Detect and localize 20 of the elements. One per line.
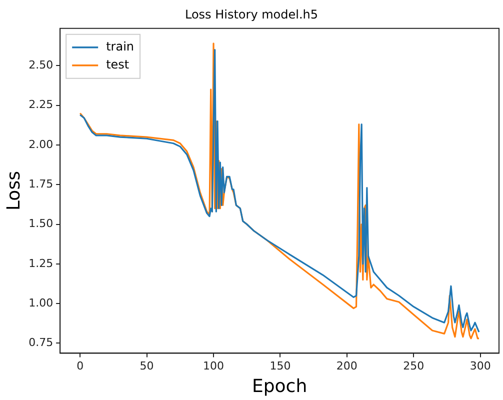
y-tick-label: 2.50 <box>28 58 54 72</box>
y-tick-label: 1.75 <box>28 177 54 190</box>
x-tick-label: 0 <box>76 360 84 373</box>
y-tick-label: 2.25 <box>28 98 54 112</box>
y-tick-label: 2.00 <box>28 138 54 151</box>
y-tick-label: 1.50 <box>28 217 54 230</box>
x-tick-label: 150 <box>270 360 291 373</box>
y-tick-label: 1.25 <box>28 256 54 270</box>
x-tick-label: 200 <box>336 360 358 373</box>
x-axis-title: Epoch <box>252 376 308 397</box>
legend-label: train <box>106 40 134 54</box>
legend-label: test <box>106 58 130 72</box>
y-axis-title: Loss <box>3 171 24 211</box>
y-tick-label: 1.00 <box>28 296 54 310</box>
x-tick-label: 300 <box>470 360 491 373</box>
x-tick-label: 250 <box>403 360 424 373</box>
y-tick-label: 0.75 <box>28 336 54 350</box>
x-tick-label: 50 <box>140 360 154 373</box>
chart-title: Loss History model.h5 <box>184 7 318 22</box>
x-tick-label: 100 <box>203 360 224 373</box>
